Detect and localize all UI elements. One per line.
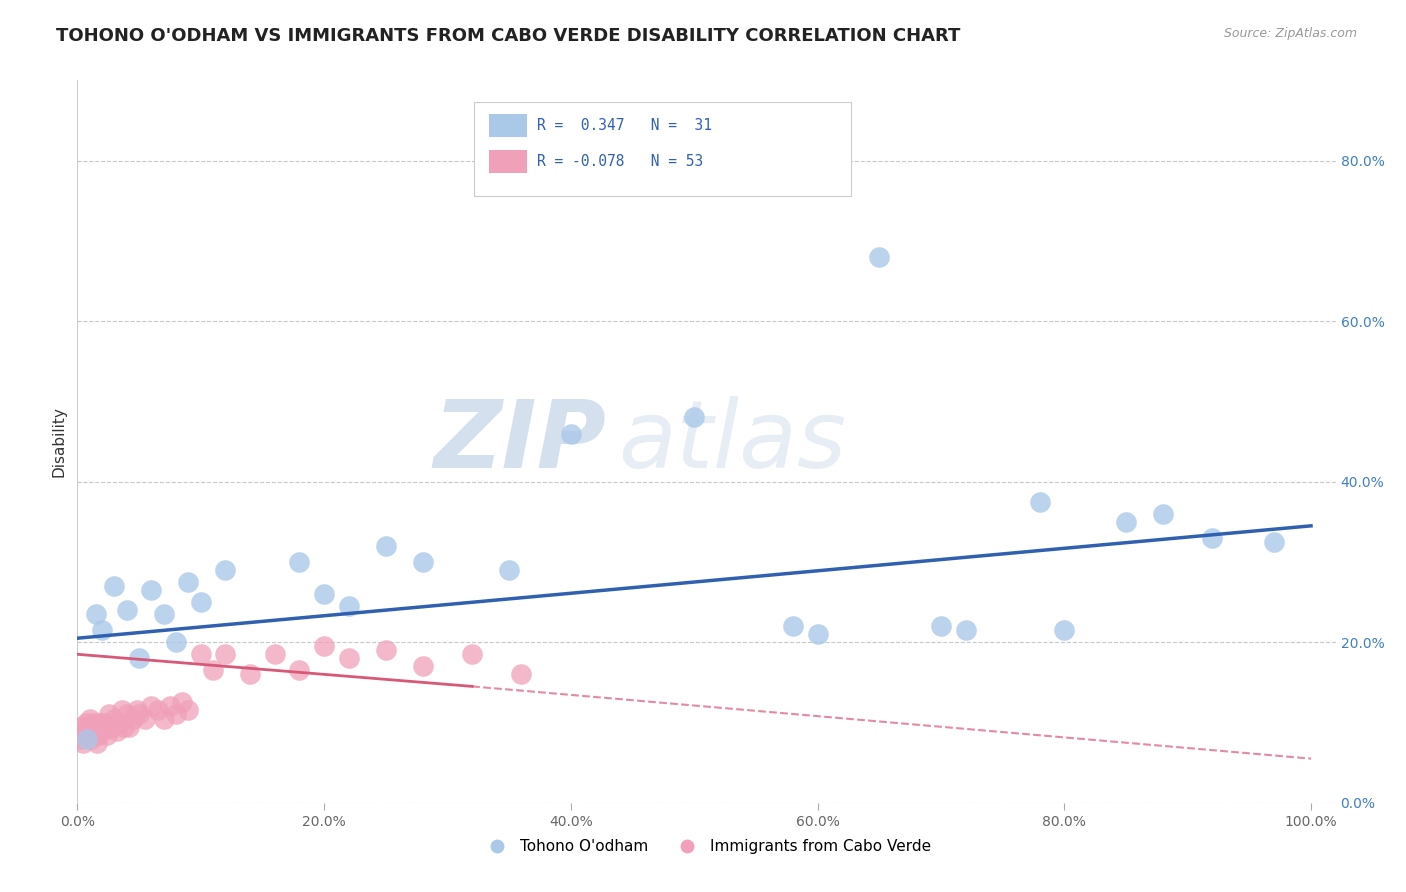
Point <box>165 707 187 722</box>
Text: TOHONO O'ODHAM VS IMMIGRANTS FROM CABO VERDE DISABILITY CORRELATION CHART: TOHONO O'ODHAM VS IMMIGRANTS FROM CABO V… <box>56 27 960 45</box>
FancyBboxPatch shape <box>474 102 851 196</box>
Point <box>98 707 121 722</box>
Point <box>77 719 100 733</box>
Point <box>83 728 105 742</box>
Point <box>103 579 125 593</box>
Point <box>461 648 484 662</box>
Point <box>1053 623 1076 637</box>
Point <box>955 623 977 637</box>
Point <box>412 555 434 569</box>
Point <box>115 603 138 617</box>
Point <box>1201 531 1223 545</box>
Point <box>929 619 952 633</box>
Point <box>337 651 360 665</box>
Point <box>165 635 187 649</box>
Point <box>152 712 174 726</box>
Point <box>79 712 101 726</box>
Point <box>91 723 114 738</box>
Point <box>70 719 93 733</box>
Point <box>1152 507 1174 521</box>
Point <box>141 699 163 714</box>
Point <box>69 731 91 746</box>
Legend: Tohono O'odham, Immigrants from Cabo Verde: Tohono O'odham, Immigrants from Cabo Ver… <box>477 833 936 860</box>
Point <box>190 648 212 662</box>
Point <box>76 728 98 742</box>
Point <box>806 627 828 641</box>
Point <box>263 648 285 662</box>
Point <box>239 667 262 681</box>
Point <box>72 735 94 749</box>
Point <box>159 699 181 714</box>
Point <box>374 643 396 657</box>
Text: atlas: atlas <box>619 396 846 487</box>
Point <box>288 555 311 569</box>
Text: ZIP: ZIP <box>433 395 606 488</box>
Point <box>146 703 169 717</box>
Point <box>125 703 148 717</box>
Point <box>76 731 98 746</box>
Point <box>72 728 94 742</box>
Point <box>80 731 103 746</box>
Point <box>96 728 118 742</box>
Point <box>172 696 194 710</box>
Y-axis label: Disability: Disability <box>51 406 66 477</box>
Point <box>288 664 311 678</box>
Point <box>87 728 110 742</box>
Point <box>868 250 890 264</box>
Point <box>412 659 434 673</box>
Point <box>1028 494 1050 508</box>
Point <box>89 715 111 730</box>
Point <box>115 707 138 722</box>
Point <box>111 703 134 717</box>
Text: R =  0.347   N =  31: R = 0.347 N = 31 <box>537 118 711 133</box>
Point <box>93 715 115 730</box>
Point <box>510 667 533 681</box>
Point <box>190 595 212 609</box>
Point <box>73 723 96 738</box>
Point <box>374 539 396 553</box>
Point <box>1263 534 1285 549</box>
Point <box>118 719 141 733</box>
Point <box>112 719 135 733</box>
Point <box>177 574 200 589</box>
Point <box>108 715 131 730</box>
Point <box>86 735 108 749</box>
Bar <box>489 150 527 173</box>
Point <box>84 607 107 621</box>
Point <box>1115 515 1137 529</box>
Point <box>121 712 143 726</box>
Point <box>128 651 150 665</box>
Point <box>560 426 582 441</box>
Point <box>202 664 225 678</box>
Point <box>101 719 124 733</box>
Point <box>75 715 97 730</box>
Point <box>90 719 112 733</box>
Point <box>103 712 125 726</box>
Point <box>82 723 104 738</box>
Point <box>128 707 150 722</box>
Text: Source: ZipAtlas.com: Source: ZipAtlas.com <box>1223 27 1357 40</box>
Point <box>177 703 200 717</box>
Point <box>214 648 236 662</box>
Point <box>782 619 804 633</box>
Point <box>337 599 360 614</box>
Point <box>683 410 706 425</box>
Point <box>105 723 128 738</box>
Bar <box>489 113 527 136</box>
Point <box>312 587 335 601</box>
Point <box>84 719 107 733</box>
Point <box>91 623 114 637</box>
Point <box>498 563 520 577</box>
Point <box>141 583 163 598</box>
Point <box>152 607 174 621</box>
Point <box>134 712 156 726</box>
Text: R = -0.078   N = 53: R = -0.078 N = 53 <box>537 153 703 169</box>
Point <box>312 639 335 653</box>
Point <box>214 563 236 577</box>
Point <box>82 715 104 730</box>
